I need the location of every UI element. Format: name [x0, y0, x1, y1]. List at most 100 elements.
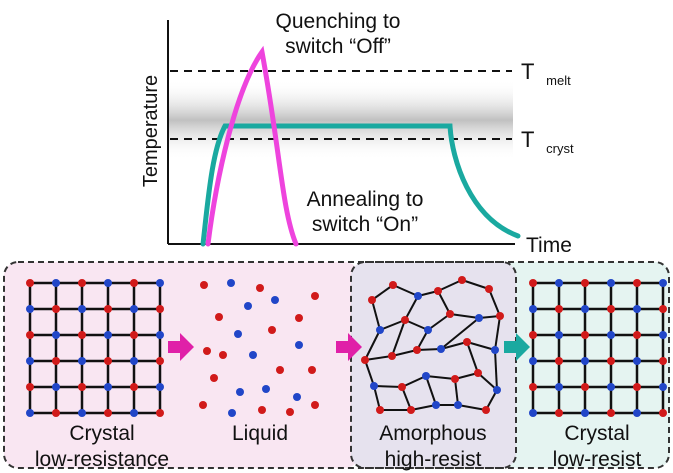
crystal-lattice-right [529, 279, 667, 417]
quench-annotation-line1: Quenching to [276, 10, 401, 33]
amorphous-atom [454, 401, 462, 409]
lattice-atom [659, 357, 667, 365]
liquid-atom [271, 296, 279, 304]
lattice-atom [104, 305, 112, 313]
lattice-atom [607, 357, 615, 365]
phase-label-liquid: Liquid [232, 422, 288, 445]
liquid-atom [219, 351, 227, 359]
lattice-atom [156, 305, 164, 313]
lattice-atom [52, 409, 60, 417]
lattice-atom [555, 383, 563, 391]
amorphous-atom [401, 316, 409, 324]
amorphous-atom [482, 406, 490, 414]
lattice-atom [659, 331, 667, 339]
lattice-atom [555, 409, 563, 417]
amorphous-atom [370, 382, 378, 390]
amorphous-atom [389, 281, 397, 289]
lattice-atom [130, 279, 138, 287]
lattice-atom [156, 279, 164, 287]
liquid-atom [210, 374, 218, 382]
lattice-atom [78, 409, 86, 417]
anneal-curve [200, 123, 521, 247]
phase-panel: Crystal low-resistance Liquid Amorphous … [3, 261, 670, 471]
lattice-atom [156, 383, 164, 391]
amorphous-bond [466, 341, 496, 351]
amorphous-atom [437, 345, 445, 353]
amorphous-atom [422, 372, 430, 380]
lattice-atom [26, 383, 34, 391]
amorphous-bond [379, 319, 406, 331]
amorphous-bond [410, 404, 437, 411]
t-cryst-label: T cryst [521, 127, 574, 156]
amorphous-bond [461, 279, 490, 290]
lattice-atom [104, 357, 112, 365]
lattice-frame [531, 281, 665, 415]
amorphous-atom [475, 314, 483, 322]
lattice-atom [78, 279, 86, 287]
amorphous-atom [424, 326, 432, 334]
lattice-atom [104, 279, 112, 287]
amorphous-bond [494, 349, 498, 391]
lattice-atom [104, 409, 112, 417]
lattice-atom [130, 357, 138, 365]
lattice-atom [659, 383, 667, 391]
amorphous-bond [427, 313, 451, 331]
lattice-atom [130, 409, 138, 417]
amorphous-bond [477, 372, 498, 391]
amorphous-bond [364, 355, 393, 361]
arrow-liquid-to-amorphous [336, 333, 362, 361]
amorphous-bond [454, 378, 459, 406]
lattice-atom [555, 357, 563, 365]
amorphous-bond [371, 284, 394, 301]
lattice-atom [581, 383, 589, 391]
lattice-frame [28, 281, 162, 415]
lattice-atom [52, 305, 60, 313]
phase-bg-amorphous [351, 262, 516, 468]
lattice-atom [581, 409, 589, 417]
liquid-atoms [199, 279, 319, 417]
amorphous-bond [457, 404, 487, 411]
lattice-atom [156, 409, 164, 417]
lattice-atom [104, 331, 112, 339]
lattice-atom [633, 305, 641, 313]
lattice-atom [607, 409, 615, 417]
lattice-atom [26, 331, 34, 339]
lattice-atom [130, 331, 138, 339]
phase-sublabel-crystal-1: low-resistance [35, 448, 169, 471]
amorphous-atom [407, 406, 415, 414]
liquid-atom [295, 314, 303, 322]
lattice-atom [26, 305, 34, 313]
anneal-annotation-line1: Annealing to [307, 188, 424, 211]
lattice-atom [529, 279, 537, 287]
liquid-atom [228, 409, 236, 417]
amorphous-bond [401, 375, 427, 388]
amorphous-bond [373, 385, 403, 388]
liquid-atom [199, 401, 207, 409]
amorphous-atom [388, 352, 396, 360]
y-axis-label: Temperature [140, 75, 162, 187]
liquid-atom [268, 326, 276, 334]
liquid-atom [256, 284, 264, 292]
amorphous-bond [488, 288, 501, 317]
lattice-atom [607, 383, 615, 391]
phase-sublabel-crystal-2: low-resist [553, 448, 642, 471]
amorphous-bond [416, 348, 442, 351]
phase-label-crystal-1: Crystal [69, 422, 134, 445]
liquid-atom [293, 393, 301, 401]
amorphous-atom [432, 401, 440, 409]
quench-annotation-line2: switch “Off” [285, 35, 391, 58]
t-cryst-main: T [521, 127, 534, 152]
x-axis-label: Time [526, 234, 572, 257]
amorphous-bond [391, 349, 418, 357]
amorphous-atom [493, 386, 501, 394]
amorphous-bond [364, 359, 375, 387]
lattice-atom [555, 331, 563, 339]
lattice-atom [26, 409, 34, 417]
amorphous-bond [440, 341, 468, 350]
lattice-atom [78, 357, 86, 365]
amorphous-atom [368, 296, 376, 304]
t-melt-sub: melt [546, 73, 571, 88]
liquid-atom [286, 408, 294, 416]
lattice-atom [78, 305, 86, 313]
